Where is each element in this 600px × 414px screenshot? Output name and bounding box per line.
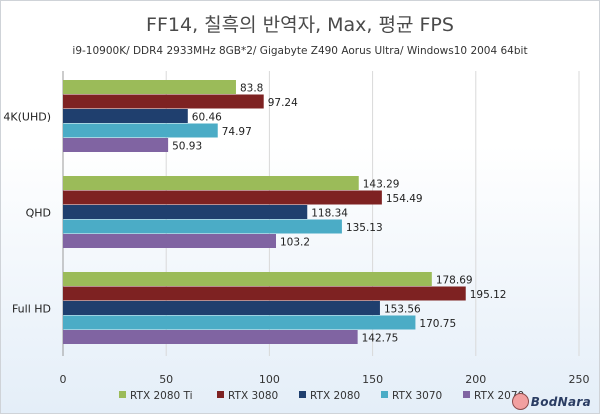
watermark-logo: BodNara (511, 393, 591, 410)
data-label: 170.75 (419, 318, 456, 330)
data-label: 74.97 (222, 126, 252, 138)
data-label: 135.13 (346, 222, 383, 234)
legend-label: RTX 3070 (392, 390, 442, 402)
data-label: 97.24 (268, 97, 298, 109)
legend-swatch (299, 391, 306, 398)
bar (63, 109, 188, 123)
x-tick-label: 150 (362, 373, 383, 386)
data-label: 142.75 (362, 332, 399, 344)
x-tick-label: 200 (465, 373, 486, 386)
legend-swatch (463, 391, 470, 398)
bar (63, 176, 359, 190)
mascot-icon (511, 393, 529, 410)
bar (63, 301, 380, 315)
chart-subtitle: i9-10900K/ DDR4 2933MHz 8GB*2/ Gigabyte … (72, 45, 527, 57)
bar (63, 94, 264, 109)
y-category-label: QHD (26, 206, 51, 219)
x-tick-label: 0 (60, 373, 67, 386)
legend-swatch (381, 391, 388, 398)
data-label: 178.69 (436, 274, 473, 286)
data-label: 154.49 (386, 193, 423, 205)
bar (63, 219, 342, 234)
data-label: 83.8 (240, 82, 263, 94)
watermark-text: BodNara (530, 394, 591, 409)
bar (63, 330, 358, 344)
bar (63, 190, 382, 205)
chart-title: FF14, 칠흑의 반역자, Max, 평균 FPS (146, 14, 454, 36)
bar (63, 123, 218, 138)
data-label: 118.34 (311, 207, 348, 219)
x-tick-label: 50 (159, 373, 173, 386)
data-label: 143.29 (363, 178, 400, 190)
legend-swatch (217, 391, 224, 398)
legend-label: RTX 3080 (228, 390, 278, 402)
legend-label: RTX 2080 (310, 390, 360, 402)
legend-swatch (119, 391, 126, 398)
bar (63, 138, 169, 152)
bar (63, 234, 277, 248)
data-label: 153.56 (384, 303, 421, 315)
data-label: 50.93 (172, 140, 202, 152)
data-label: 195.12 (470, 289, 507, 301)
bar (63, 272, 432, 286)
data-label: 103.2 (280, 236, 310, 248)
bar (63, 315, 416, 330)
legend-label: RTX 2070 (474, 390, 524, 402)
data-label: 60.46 (192, 111, 222, 123)
x-tick-label: 250 (569, 373, 590, 386)
bar (63, 286, 466, 301)
y-category-label: Full HD (12, 302, 51, 315)
x-tick-label: 100 (259, 373, 280, 386)
bar (63, 205, 308, 219)
y-category-label: 4K(UHD) (3, 110, 51, 123)
bar (63, 80, 236, 94)
legend-label: RTX 2080 Ti (130, 390, 193, 402)
